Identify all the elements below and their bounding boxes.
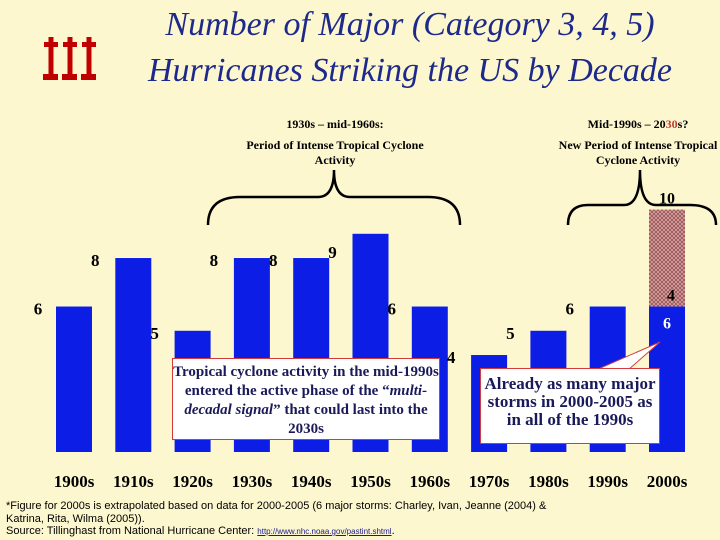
tick-label-1930s: 1930s (232, 472, 273, 491)
left-callout-post: ” that could last into the 2030s (273, 402, 428, 437)
value-label-1970s: 4 (447, 348, 456, 367)
right-period-label: Mid-1990s – 2030s? (552, 117, 720, 132)
tick-label-1980s: 1980s (528, 472, 569, 491)
tick-label-1950s: 1950s (350, 472, 391, 491)
value-label-1950s: 9 (328, 243, 337, 262)
right-period-note: Mid-1990s – 2030s? New Period of Intense… (552, 117, 720, 168)
tick-label-1900s: 1900s (54, 472, 95, 491)
tick-label-2000s: 2000s (647, 472, 688, 491)
right-period-highlight: 30 (665, 117, 678, 131)
value-label-1960s: 6 (388, 300, 397, 319)
value-label-2000s: 6 (663, 316, 671, 333)
value-label-1900s: 6 (34, 300, 43, 319)
bar-extrapolated-2000s (649, 209, 685, 307)
left-callout-pre: Tropical cyclone activity in the mid-199… (173, 364, 439, 399)
bar-1910s (115, 258, 152, 452)
left-callout-emphasis: multi-decadal signal (184, 383, 428, 418)
tick-label-1970s: 1970s (469, 472, 510, 491)
right-callout: Already as many major storms in 2000-200… (480, 368, 660, 444)
value-label-1910s: 8 (91, 251, 100, 270)
tick-label-1990s: 1990s (587, 472, 628, 491)
chart-title-line-2: Hurricanes Striking the US by Decade (147, 52, 673, 89)
footnote-line-1: *Figure for 2000s is extrapolated based … (6, 500, 547, 512)
footnote-line-2: Katrina, Rita, Wilma (2005)). (6, 512, 145, 525)
value-label-1980s: 5 (506, 324, 515, 343)
left-period-label: 1930s – mid-1960s: (286, 117, 384, 131)
tick-label-1910s: 1910s (113, 472, 154, 491)
right-period-prefix: Mid-1990s – 20 (587, 117, 666, 131)
value-label-1940s: 8 (269, 251, 278, 270)
source-line: Source: Tillinghast from National Hurric… (6, 525, 716, 539)
right-brace (566, 169, 718, 226)
value-label-total-2000s: 10 (659, 191, 675, 208)
tick-label-1940s: 1940s (291, 472, 332, 491)
source-suffix: . (391, 525, 395, 537)
chart-title-line-1: Number of Major (Category 3, 4, 5) (165, 6, 655, 43)
left-callout: Tropical cyclone activity in the mid-199… (172, 358, 440, 440)
tick-label-1920s: 1920s (172, 472, 213, 491)
left-brace (206, 169, 462, 226)
right-period-desc: New Period of Intense Tropical Cyclone A… (558, 138, 718, 167)
logo-icon (43, 37, 96, 80)
footnote: *Figure for 2000s is extrapolated based … (6, 500, 716, 539)
value-label-1930s: 8 (210, 251, 219, 270)
left-period-desc: Period of Intense Tropical Cyclone Activ… (246, 138, 424, 167)
left-period-note: 1930s – mid-1960s: Period of Intense Tro… (230, 117, 440, 168)
source-link[interactable]: http://www.nhc.noaa.gov/pastint.shtml (257, 527, 392, 536)
tick-label-1960s: 1960s (409, 472, 450, 491)
source-prefix: Source: Tillinghast from National Hurric… (6, 525, 258, 537)
value-label-extrapolated-2000s: 4 (667, 288, 675, 305)
right-period-suffix: s? (677, 117, 689, 131)
value-label-1920s: 5 (150, 324, 159, 343)
bar-1900s (56, 306, 92, 452)
value-label-1990s: 6 (565, 300, 574, 319)
